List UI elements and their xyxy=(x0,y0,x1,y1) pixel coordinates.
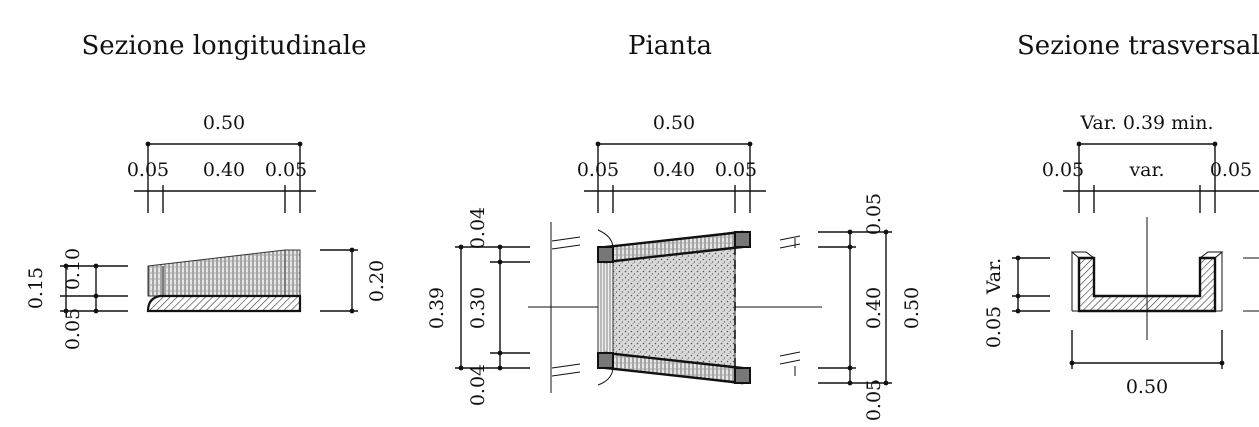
long-top-left-label: 0.05 xyxy=(127,159,169,181)
plan-view: 0.50 0.05 0.40 0.05 xyxy=(426,112,923,421)
plan-top-mid-label: 0.40 xyxy=(653,159,695,181)
title-transverse-section: Sezione trasversal xyxy=(1017,31,1259,61)
long-top-right-label: 0.05 xyxy=(265,159,307,181)
trans-top-total-label: Var. 0.39 min. xyxy=(1079,112,1213,134)
plan-top-right-label: 0.05 xyxy=(715,159,757,181)
trans-top-left-label: 0.05 xyxy=(1042,159,1084,181)
long-right-height-label: 0.20 xyxy=(366,260,388,302)
plan-left-mid-label: 0.30 xyxy=(467,287,489,329)
long-top-mid-label: 0.40 xyxy=(203,159,245,181)
plan-left-top-label: 0.04 xyxy=(467,207,489,249)
plan-left-total-label: 0.39 xyxy=(426,287,448,329)
plan-right-mid-label: 0.40 xyxy=(863,287,885,329)
long-left-total-label: 0.15 xyxy=(25,267,47,309)
plan-right-total-label: 0.50 xyxy=(901,287,923,329)
long-left-upper-label: 0.10 xyxy=(62,248,84,290)
trans-left-var-label: Var. xyxy=(983,258,1005,295)
trans-top-mid-label: var. xyxy=(1128,159,1164,181)
trans-top-right-label: 0.05 xyxy=(1210,159,1252,181)
plan-top-total-label: 0.50 xyxy=(653,112,695,134)
transverse-section: Var. 0.39 min. 0.05 var. 0.05 Var. 0.05 xyxy=(983,112,1259,398)
plan-top-left-label: 0.05 xyxy=(577,159,619,181)
trans-bottom-total-label: 0.50 xyxy=(1126,376,1168,398)
long-top-total-label: 0.50 xyxy=(203,112,245,134)
plan-right-top-label: 0.05 xyxy=(863,193,885,235)
plan-right-bottom-label: 0.05 xyxy=(863,379,885,421)
trans-left-lower-label: 0.05 xyxy=(983,306,1005,348)
title-longitudinal-section: Sezione longitudinale xyxy=(81,31,366,61)
plan-left-bottom-label: 0.04 xyxy=(467,364,489,406)
longitudinal-section: 0.50 0.05 0.40 0.05 0.15 0.10 0.05 0.20 xyxy=(25,112,388,350)
title-plan: Pianta xyxy=(628,31,712,61)
long-left-lower-label: 0.05 xyxy=(62,308,84,350)
